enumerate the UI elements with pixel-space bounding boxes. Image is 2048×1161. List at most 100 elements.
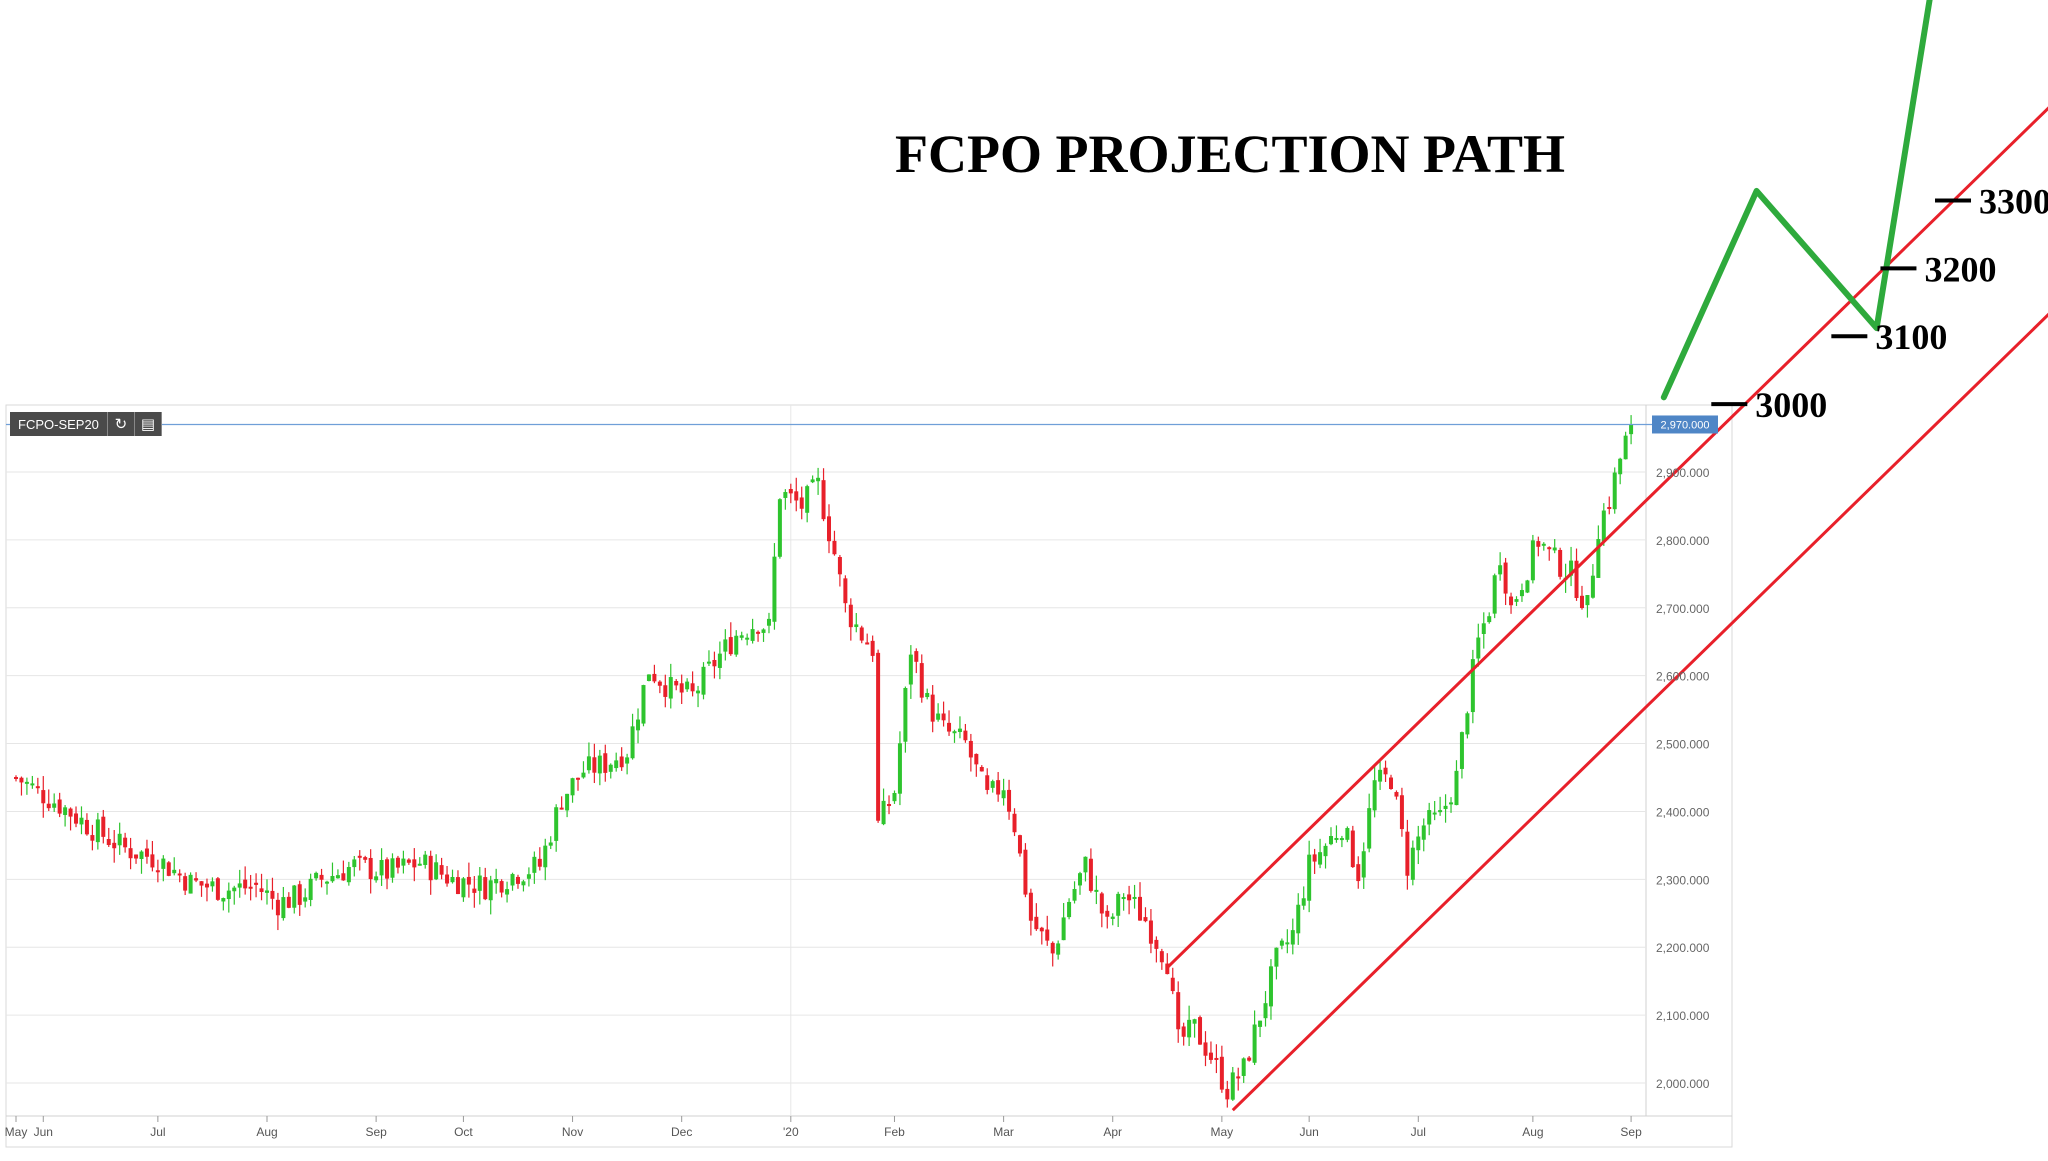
candle-body: [292, 885, 297, 908]
candle-body: [314, 872, 319, 879]
candle-body: [1399, 795, 1404, 830]
chart-settings-icon[interactable]: ▤: [134, 412, 162, 436]
candle-body: [925, 692, 930, 698]
candle-body: [1552, 547, 1557, 551]
candle-body: [646, 674, 651, 681]
candle-body: [1061, 917, 1066, 941]
candle-body: [1023, 849, 1028, 895]
refresh-icon[interactable]: ↻: [107, 412, 135, 436]
candle-body: [1148, 920, 1153, 944]
candle-body: [1110, 916, 1115, 919]
candle-body: [614, 760, 619, 769]
candle-body: [745, 637, 750, 640]
candle-body: [690, 683, 695, 692]
chart-title: FCPO PROJECTION PATH: [895, 124, 1565, 184]
candle-body: [679, 683, 684, 693]
candle-body: [750, 629, 755, 641]
candle-body: [494, 878, 499, 884]
candle-body: [1470, 659, 1475, 713]
candle-body: [1334, 837, 1339, 840]
chart-grid: [6, 405, 1646, 1116]
symbol-label[interactable]: FCPO-SEP20: [10, 412, 108, 436]
candle-body: [1116, 893, 1121, 916]
candle-body: [1356, 864, 1361, 882]
candle-body: [194, 878, 199, 881]
candle-body: [488, 880, 493, 901]
candle-body: [723, 639, 728, 652]
candle-body: [417, 863, 422, 866]
x-tick-label: Nov: [562, 1125, 583, 1139]
candle-body: [63, 807, 68, 815]
candle-body: [586, 756, 591, 771]
trend-channel: [1166, 106, 2048, 1112]
candle-body: [161, 858, 166, 869]
candle-body: [1596, 539, 1601, 578]
candle-body: [297, 884, 302, 905]
candle-body: [1268, 966, 1273, 1007]
candle-body: [1001, 790, 1006, 799]
candle-body: [783, 492, 788, 498]
candle-body: [101, 816, 106, 837]
candle-body: [810, 479, 815, 483]
candle-body: [1372, 780, 1377, 811]
candle-body: [968, 740, 973, 758]
candle-body: [374, 876, 379, 881]
candle-body: [821, 480, 826, 520]
candle-body: [445, 874, 450, 884]
candle-body: [281, 897, 286, 919]
candle-body: [1203, 1042, 1208, 1056]
candle-body: [619, 756, 624, 768]
candle-body: [668, 677, 673, 699]
candle-body: [603, 753, 608, 773]
candle-body: [1618, 458, 1623, 475]
candle-body: [1138, 896, 1143, 921]
candle-body: [68, 808, 73, 817]
candle-body: [1307, 854, 1312, 901]
candle-body: [794, 491, 799, 501]
candle-body: [1241, 1058, 1246, 1076]
x-tick-label: Aug: [256, 1125, 277, 1139]
candle-body: [254, 882, 259, 885]
candle-body: [548, 842, 553, 846]
candle-body: [95, 819, 100, 843]
candle-body: [843, 578, 848, 604]
candle-body: [1127, 894, 1132, 901]
candle-body: [52, 803, 57, 808]
candle-body: [335, 875, 340, 879]
last-price-label: 2,970.000: [1661, 419, 1710, 431]
y-tick-label: 2,700.000: [1656, 602, 1710, 616]
candle-body: [717, 653, 722, 668]
candle-body: [756, 631, 761, 634]
candle-body: [1050, 942, 1055, 954]
candle-body: [777, 499, 782, 557]
x-tick-label: Sep: [365, 1125, 387, 1139]
candle-body: [805, 486, 810, 513]
candle-body: [1159, 951, 1164, 963]
candle-body: [663, 685, 668, 697]
candle-body: [1421, 825, 1426, 840]
candle-body: [696, 690, 701, 694]
candle-body: [139, 851, 144, 859]
y-tick-label: 2,900.000: [1656, 466, 1710, 480]
candle-body: [1481, 623, 1486, 635]
candle-body: [1438, 810, 1443, 813]
candle-body: [685, 681, 690, 690]
candle-body: [772, 556, 777, 622]
candle-body: [559, 807, 564, 810]
candle-body: [908, 654, 913, 685]
candle-body: [941, 713, 946, 721]
candle-body: [1410, 847, 1415, 880]
candle-body: [930, 694, 935, 722]
candle-body: [701, 666, 706, 695]
last-price-badge: [1652, 415, 1718, 434]
candle-body: [1007, 789, 1012, 812]
candle-body: [505, 889, 510, 895]
x-tick-label: May: [5, 1125, 28, 1139]
candle-body: [1039, 927, 1044, 932]
candle-body: [395, 857, 400, 868]
candle-body: [1274, 947, 1279, 967]
candle-body: [1154, 939, 1159, 949]
candle-body: [1258, 1020, 1263, 1027]
candle-body: [706, 661, 711, 664]
